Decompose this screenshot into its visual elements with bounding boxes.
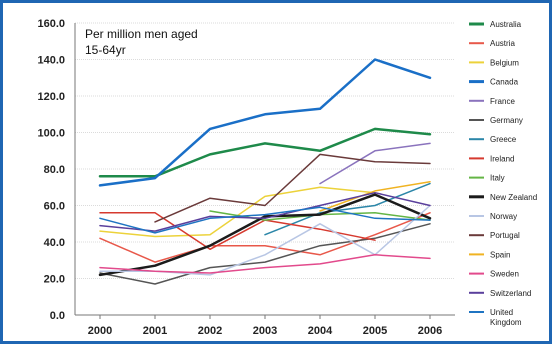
series-line-switzerland bbox=[99, 191, 431, 232]
series-line-france bbox=[319, 142, 431, 185]
legend-label-belgium: Belgium bbox=[490, 58, 519, 67]
y-tick-label: 120.0 bbox=[37, 91, 65, 103]
series-line-greece bbox=[264, 182, 431, 236]
x-tick-label: 2000 bbox=[88, 325, 112, 337]
legend-label-sweden: Sweden bbox=[490, 270, 519, 279]
series-line-portugal bbox=[154, 153, 431, 223]
x-tick-label: 2004 bbox=[308, 325, 333, 337]
line-chart: 0.0 20.0 40.0 60.0 80.0 100.0 120.0 140.0 160.0 2… bbox=[37, 18, 537, 337]
series-line-united-kingdom bbox=[99, 206, 431, 234]
series-line-austria bbox=[99, 212, 431, 263]
x-tick-label: 2002 bbox=[198, 325, 222, 337]
legend-label-united-kingdom: United Kingdom bbox=[490, 308, 522, 327]
y-tick-label: 0.0 bbox=[50, 310, 65, 322]
y-tick-label: 40.0 bbox=[44, 237, 65, 249]
legend-label-germany: Germany bbox=[490, 116, 523, 125]
series-line-australia bbox=[98, 127, 432, 178]
x-tick-label: 2006 bbox=[418, 325, 442, 337]
plot-area: 0.0 20.0 40.0 60.0 80.0 100.0 120.0 140.0 160.0 2… bbox=[37, 18, 455, 337]
series-line-canada bbox=[98, 58, 432, 187]
series-line-new-zealand bbox=[98, 193, 432, 277]
y-tick-label: 100.0 bbox=[37, 128, 65, 140]
legend-label-switzerland: Switzerland bbox=[490, 289, 531, 298]
legend-label-canada: Canada bbox=[490, 78, 519, 87]
y-tick-label: 60.0 bbox=[44, 201, 65, 213]
legend-label-ireland: Ireland bbox=[490, 154, 514, 163]
y-tick-label: 80.0 bbox=[44, 164, 65, 176]
legend-label-new-zealand: New Zealand bbox=[490, 193, 537, 202]
y-tick-label: 140.0 bbox=[37, 55, 65, 67]
legend: Australia Austria Belgium Canada France Germa… bbox=[469, 20, 537, 327]
legend-label-austria: Austria bbox=[490, 39, 515, 48]
legend-label-italy: Italy bbox=[490, 174, 505, 183]
legend-label-greece: Greece bbox=[490, 135, 517, 144]
y-tick-label: 160.0 bbox=[37, 18, 65, 30]
series-line-spain bbox=[319, 181, 431, 212]
x-tick-label: 2003 bbox=[253, 325, 277, 337]
series-line-sweden bbox=[99, 254, 431, 274]
chart-subtitle: 15-64yr bbox=[85, 43, 126, 57]
x-tick-label: 2005 bbox=[363, 325, 387, 337]
series-lines bbox=[98, 58, 432, 285]
legend-label-france: France bbox=[490, 97, 515, 106]
legend-label-portugal: Portugal bbox=[490, 231, 520, 240]
legend-label-spain: Spain bbox=[490, 250, 510, 259]
series-line-germany bbox=[99, 223, 431, 285]
legend-label-norway: Norway bbox=[490, 212, 517, 221]
y-tick-label: 20.0 bbox=[44, 274, 65, 286]
chart-title: Per million men aged bbox=[85, 27, 198, 41]
x-tick-label: 2001 bbox=[143, 325, 167, 337]
series-line-ireland bbox=[99, 212, 376, 251]
legend-label-australia: Australia bbox=[490, 20, 522, 29]
